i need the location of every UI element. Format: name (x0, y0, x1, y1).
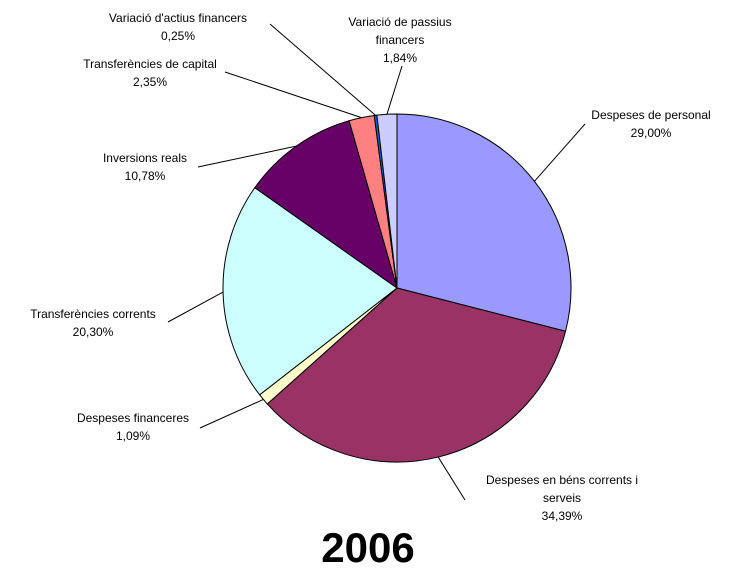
leader-line (197, 145, 297, 168)
leader-line (534, 123, 586, 182)
value-label: 29,00% (630, 126, 672, 140)
slice-label: Inversions reals 10,78% (45, 149, 245, 185)
category-label: Transferències de capital (83, 57, 217, 71)
pie-slice (266, 287, 567, 463)
pie-slice (376, 113, 398, 289)
slice-label: Variació d'actius financers 0,25% (78, 9, 278, 45)
pie-slice (254, 120, 398, 290)
pie-slice (222, 186, 398, 396)
leader-line (167, 291, 224, 323)
category-label: Despeses de personal (591, 108, 711, 122)
category-label: Variació de passius financers (348, 15, 452, 47)
value-label: 1,84% (382, 51, 418, 65)
leader-line (386, 65, 403, 115)
leader-line (269, 23, 376, 116)
slice-label: Despeses de personal 29,00% (551, 106, 736, 142)
category-label: Transferències corrents (30, 307, 156, 321)
slice-label: Despeses en béns corrents i serveis 34,39… (480, 471, 645, 525)
category-label: Variació d'actius financers (108, 11, 248, 25)
value-label: 2,35% (132, 75, 168, 89)
category-label: Despeses en béns corrents i serveis (485, 473, 639, 505)
chart-title: 2006 (321, 524, 415, 571)
pie-slice (396, 113, 572, 332)
leader-line (437, 456, 466, 501)
value-label: 34,39% (541, 509, 583, 523)
value-label: 20,30% (72, 325, 114, 339)
value-label: 10,78% (124, 169, 166, 183)
slice-label: Variació de passius financers 1,84% (343, 13, 458, 67)
leader-line (199, 399, 264, 429)
category-label: Inversions reals (102, 151, 188, 165)
value-label: 1,09% (115, 429, 151, 443)
slice-label: Transferències corrents 20,30% (0, 305, 193, 341)
slice-label: Transferències de capital 2,35% (50, 55, 250, 91)
slice-label: Despeses financeres 1,09% (33, 409, 233, 445)
category-label: Despeses financeres (76, 411, 190, 425)
leader-line (224, 71, 362, 119)
value-label: 0,25% (160, 29, 196, 43)
